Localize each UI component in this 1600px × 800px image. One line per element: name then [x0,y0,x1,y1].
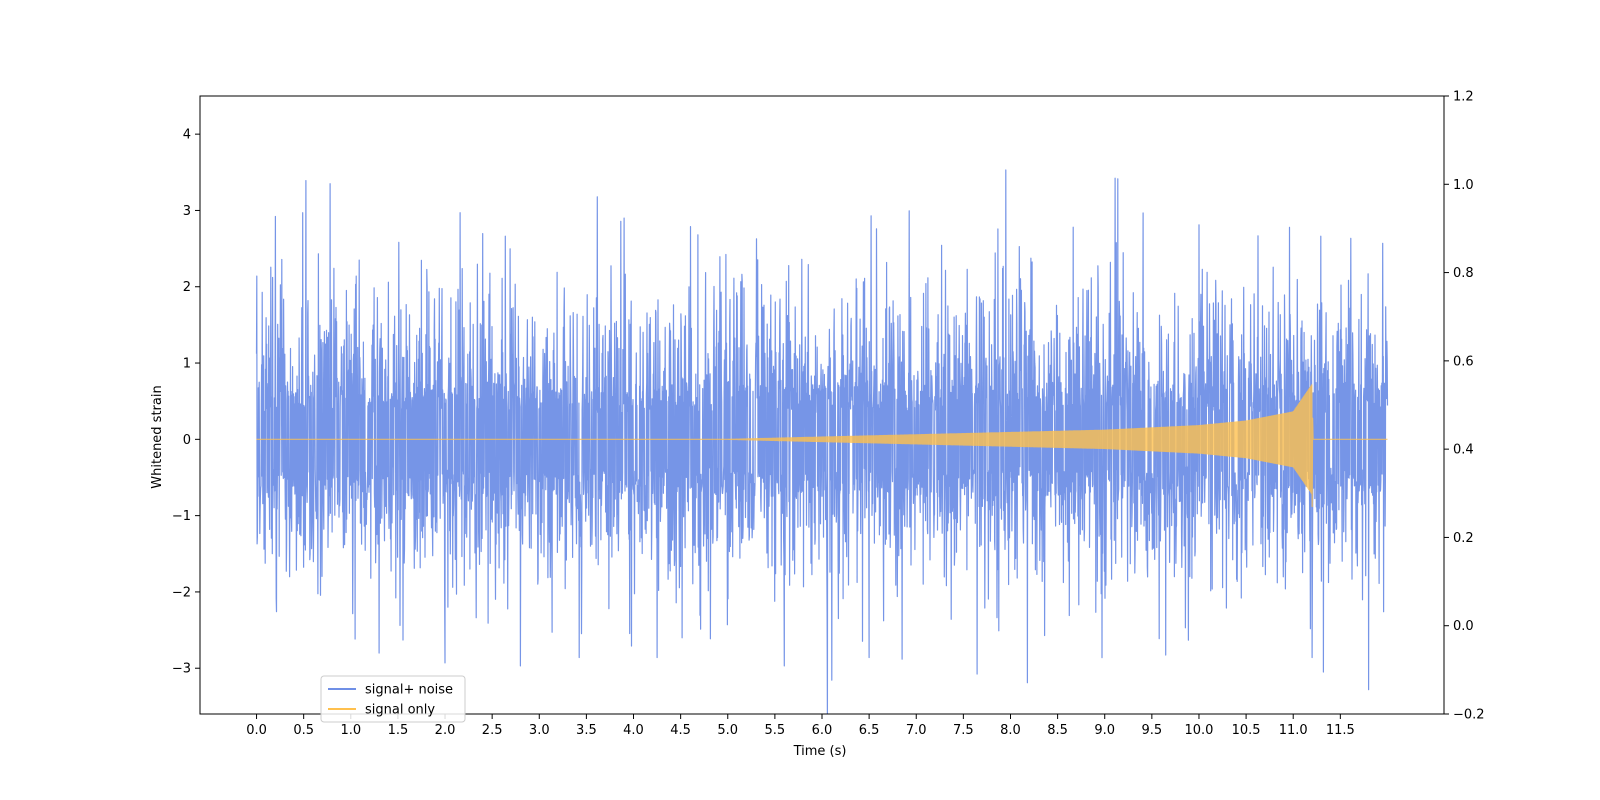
x-tick-label: 4.5 [670,723,691,738]
x-tick-label: 3.0 [529,723,550,738]
x-tick-label: 0.5 [293,723,314,738]
x-tick-label: 1.0 [340,723,361,738]
y-axis-right: −0.2 0.0 0.2 0.4 0.6 0.8 1.0 1.2 [1444,90,1485,723]
legend-box [320,675,466,723]
x-tick-label: 5.5 [765,723,786,738]
y2-tick-label: 0.2 [1453,531,1474,546]
y-tick-label: 3 [183,204,191,219]
x-tick-label: 1.5 [388,723,409,738]
x-axis-label: Time (s) [793,744,847,759]
legend: signal+ noise signal only [320,675,466,723]
y2-tick-label: 0.8 [1453,266,1474,281]
series-line-signal-noise [255,169,1389,714]
x-tick-label: 2.0 [435,723,456,738]
x-tick-label: 9.0 [1094,723,1115,738]
x-tick-label: 7.5 [953,723,974,738]
x-tick-label: 10.5 [1232,723,1261,738]
y-tick-label: 1 [183,357,191,372]
x-tick-label: 6.5 [859,723,880,738]
x-tick-label: 8.5 [1047,723,1068,738]
y-tick-label: 2 [183,280,191,295]
x-tick-label: 6.0 [812,723,833,738]
x-tick-label: 7.0 [906,723,927,738]
series-line-signal-only [256,384,1388,508]
y2-tick-label: 1.2 [1453,90,1474,105]
legend-label-signal-noise: signal+ noise [365,683,453,698]
y-tick-label: 4 [183,128,191,143]
y-tick-label: 0 [183,433,191,448]
x-tick-label: 5.0 [717,723,738,738]
y2-tick-label: 1.0 [1453,178,1474,193]
x-tick-label: 0.0 [246,723,267,738]
x-tick-label: 2.5 [482,723,503,738]
x-tick-label: 8.0 [1000,723,1021,738]
x-tick-label: 3.5 [576,723,597,738]
y2-tick-label: −0.2 [1453,708,1485,723]
plot-area [255,169,1389,714]
y-axis-left: −3 −2 −1 0 1 2 3 4 [172,128,200,677]
y2-tick-label: 0.0 [1453,619,1474,634]
y2-tick-label: 0.6 [1453,354,1474,369]
y-tick-label: −3 [172,662,191,677]
y-axis-label: Whitened strain [150,385,165,488]
y-tick-label: −1 [172,509,191,524]
x-tick-label: 11.0 [1279,723,1308,738]
x-tick-label: 4.0 [623,723,644,738]
x-tick-label: 11.5 [1326,723,1355,738]
y-tick-label: −2 [172,585,191,600]
x-tick-label: 10.0 [1184,723,1213,738]
x-axis: 0.0 0.5 1.0 1.5 2.0 2.5 3.0 3.5 4.0 4.5 5.0 5.5 6.0 6… [246,714,1355,738]
legend-label-signal-only: signal only [365,703,435,718]
x-tick-label: 9.5 [1142,723,1163,738]
y2-tick-label: 0.4 [1453,443,1474,458]
